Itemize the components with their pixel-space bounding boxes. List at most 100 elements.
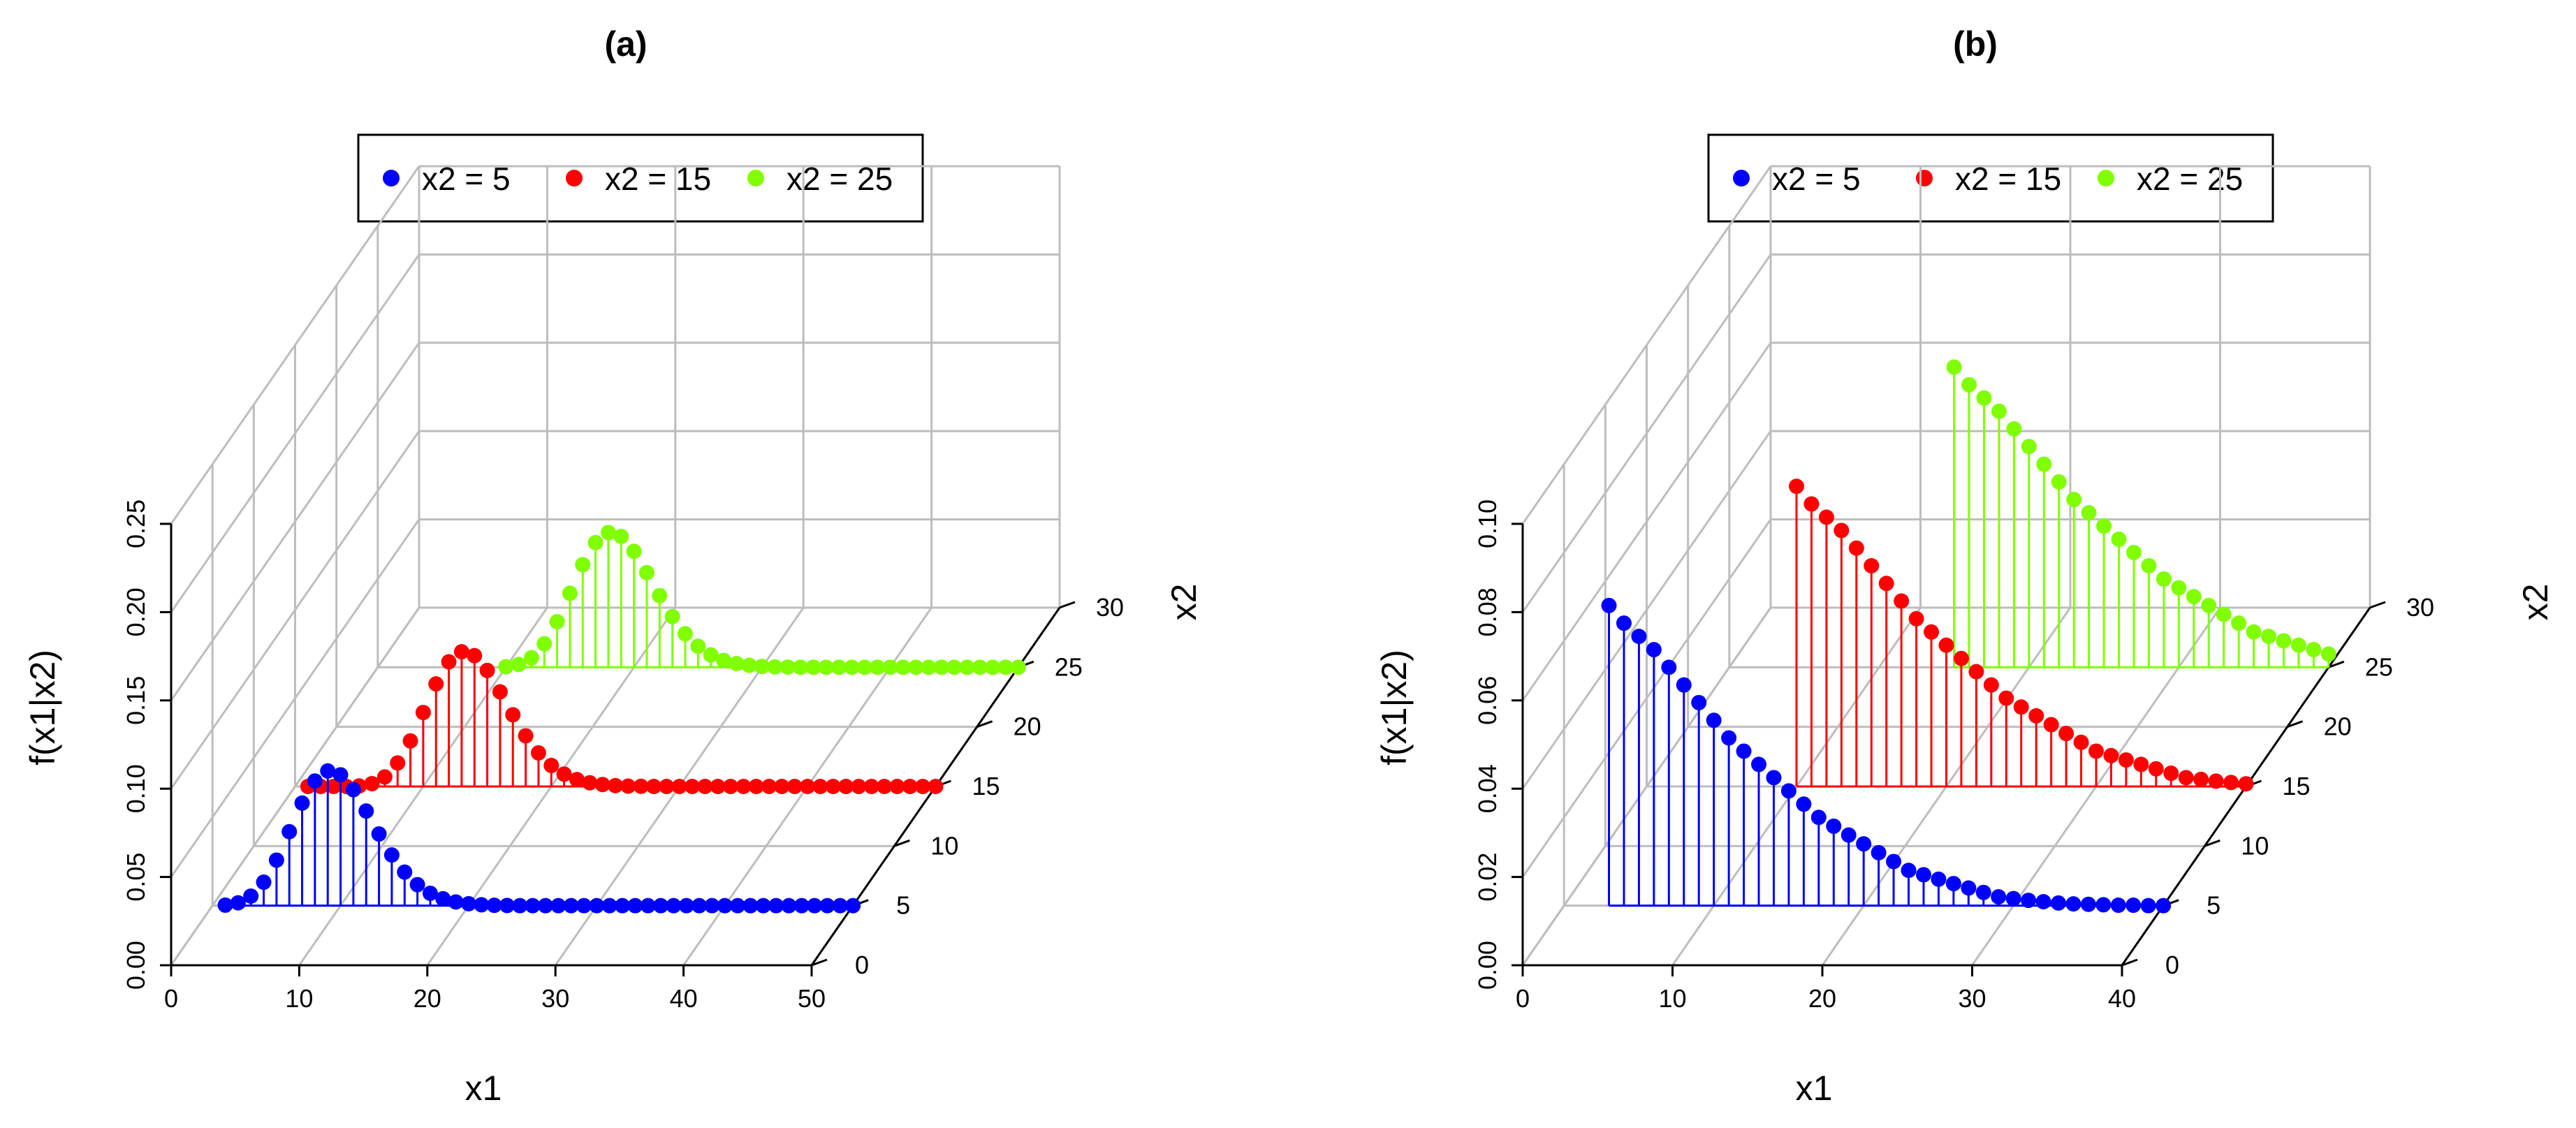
data-point <box>2208 773 2224 789</box>
data-point <box>2141 557 2157 573</box>
data-point <box>985 659 1001 675</box>
data-point <box>671 779 687 794</box>
data-point <box>1826 818 1842 834</box>
data-point <box>1789 478 1804 495</box>
data-point <box>767 659 783 675</box>
data-point <box>2111 532 2127 548</box>
y-tick-label: 25 <box>1055 652 1083 681</box>
data-point <box>358 803 374 819</box>
data-point <box>1886 854 1902 870</box>
data-point <box>2028 708 2044 724</box>
x-tick-label: 0 <box>164 984 178 1013</box>
y-tick-label: 5 <box>896 891 910 920</box>
data-point <box>1721 730 1737 746</box>
legend-marker <box>1733 170 1750 186</box>
data-point <box>831 659 847 675</box>
data-point <box>819 898 835 914</box>
data-point <box>390 755 406 771</box>
series-x2-5 <box>1601 597 2172 914</box>
x-axis-label: x1 <box>1796 1069 1833 1108</box>
data-point <box>2058 726 2074 742</box>
data-point <box>1894 593 1910 609</box>
data-point <box>768 898 784 914</box>
data-point <box>518 728 534 744</box>
data-point <box>499 898 515 914</box>
data-point <box>1803 496 1820 512</box>
data-point <box>646 779 662 794</box>
data-point <box>536 636 552 652</box>
data-point <box>2193 771 2209 787</box>
series-x2-25 <box>1946 359 2336 668</box>
data-point <box>2081 505 2097 521</box>
data-point <box>525 898 541 914</box>
legend-marker <box>747 170 764 186</box>
data-point <box>243 888 259 904</box>
data-point <box>807 898 823 914</box>
series-x2-15 <box>1789 478 2254 792</box>
data-point <box>594 777 610 793</box>
data-point <box>549 614 565 630</box>
data-point <box>877 779 893 794</box>
data-point <box>453 644 469 660</box>
data-point <box>640 898 656 914</box>
data-point <box>2005 891 2021 907</box>
axes <box>1512 522 2386 976</box>
data-point <box>538 898 554 914</box>
data-point <box>523 650 539 666</box>
data-point <box>1864 558 1880 573</box>
data-point <box>863 779 879 794</box>
data-point <box>479 662 495 678</box>
data-point <box>2125 898 2142 914</box>
z-tick-label: 0.06 <box>1473 676 1502 725</box>
data-point <box>915 779 931 794</box>
data-point <box>1953 650 1969 666</box>
data-point <box>627 898 643 914</box>
z-tick-label: 0.10 <box>122 764 150 813</box>
data-point <box>620 778 636 794</box>
data-point <box>1691 694 1707 710</box>
data-point <box>2110 898 2126 914</box>
data-point <box>2013 699 2029 715</box>
data-point <box>486 898 502 914</box>
x-tick-label: 30 <box>541 984 569 1013</box>
data-point <box>832 898 848 914</box>
x-tick-label: 40 <box>2108 984 2136 1013</box>
data-point <box>530 745 546 761</box>
data-point <box>851 779 867 794</box>
data-point <box>812 779 828 794</box>
data-point <box>697 779 713 794</box>
data-point <box>435 891 451 907</box>
legend-marker <box>566 170 583 186</box>
data-point <box>600 525 616 541</box>
data-point <box>638 564 654 580</box>
data-point <box>575 557 591 573</box>
data-point <box>2073 734 2089 750</box>
data-point <box>2320 646 2336 662</box>
data-point <box>774 779 790 794</box>
data-point <box>428 676 444 692</box>
data-point <box>678 898 694 914</box>
legend: x2 = 5 x2 = 15 x2 = 25 <box>357 133 924 223</box>
data-point <box>781 898 797 914</box>
grid <box>170 165 1061 967</box>
data-point <box>364 775 380 791</box>
data-point <box>838 779 854 794</box>
data-point <box>895 659 911 675</box>
x-tick-label: 0 <box>1516 984 1530 1013</box>
z-tick-label: 0.02 <box>1473 853 1502 902</box>
data-point <box>2051 895 2067 911</box>
data-point <box>1751 756 1767 772</box>
data-point <box>1676 677 1692 693</box>
y-tick-label: 30 <box>1096 593 1124 622</box>
data-point <box>2201 597 2217 613</box>
data-point <box>633 778 649 794</box>
data-point <box>512 898 528 914</box>
y-tick-label: 10 <box>930 831 958 860</box>
data-point <box>691 898 708 914</box>
data-point <box>615 898 631 914</box>
chart-title: (b) <box>1953 24 1998 64</box>
legend-marker <box>1916 170 1933 186</box>
data-point <box>2103 747 2119 763</box>
data-point <box>1818 509 1834 525</box>
data-point <box>256 874 272 891</box>
